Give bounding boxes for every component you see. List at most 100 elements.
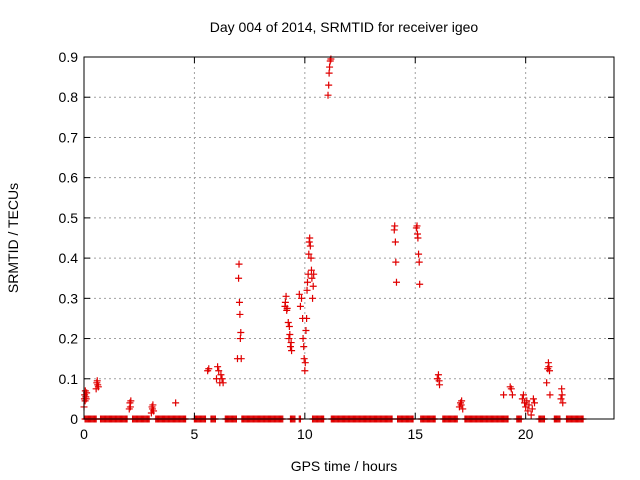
y-tick-label: 0.9	[59, 49, 79, 65]
data-point	[235, 274, 243, 282]
data-point	[310, 270, 318, 278]
data-point	[215, 367, 223, 375]
data-point	[559, 399, 567, 407]
data-point	[546, 367, 554, 375]
data-point	[281, 298, 289, 306]
data-point	[299, 335, 307, 343]
data-point	[282, 292, 290, 300]
grid	[84, 57, 614, 419]
data-point	[306, 234, 314, 242]
data-point	[416, 280, 424, 288]
data-point	[307, 266, 315, 274]
data-point	[300, 343, 308, 351]
data-point	[392, 278, 400, 286]
y-tick-label: 0.7	[59, 129, 79, 145]
data-point	[303, 278, 311, 286]
data-point	[523, 397, 531, 405]
y-tick-label: 0.3	[59, 290, 79, 306]
data-point	[288, 347, 296, 355]
data-point	[507, 385, 515, 393]
data-point	[326, 63, 334, 71]
data-point	[519, 391, 527, 399]
y-tick-label: 0.4	[59, 250, 79, 266]
data-point	[413, 222, 421, 230]
data-point	[127, 397, 135, 405]
data-point	[126, 403, 134, 411]
data-point	[300, 355, 308, 363]
data-point	[558, 385, 566, 393]
data-point	[286, 343, 294, 351]
data-point	[237, 329, 245, 337]
data-point	[284, 318, 292, 326]
data-point	[298, 294, 306, 302]
data-point	[458, 397, 466, 405]
data-point	[214, 363, 222, 371]
y-tick-label: 0.2	[59, 331, 79, 347]
data-point	[527, 411, 535, 419]
data-point	[235, 260, 243, 268]
plot-frame	[83, 56, 615, 420]
data-point	[325, 69, 333, 77]
data-point	[415, 258, 423, 266]
data-point	[558, 391, 566, 399]
data-point	[149, 401, 157, 409]
data-point	[306, 242, 314, 250]
y-tick-label: 0.8	[59, 89, 79, 105]
data-point	[531, 399, 538, 407]
data-points	[80, 55, 587, 423]
data-point	[295, 290, 303, 298]
data-point	[236, 335, 244, 343]
data-point	[309, 282, 317, 290]
data-point	[508, 391, 516, 399]
data-point	[150, 407, 158, 415]
x-tick-label: 5	[191, 426, 199, 442]
data-point	[296, 302, 304, 310]
data-point	[543, 379, 551, 387]
y-axis-label: SRMTID / TECUs	[5, 183, 21, 293]
data-point	[434, 371, 442, 379]
data-point	[285, 322, 293, 330]
data-point	[545, 363, 553, 371]
data-point	[308, 274, 316, 282]
data-point	[392, 258, 400, 266]
data-point	[518, 395, 526, 403]
y-tick-label: 0.6	[59, 170, 79, 186]
data-point	[546, 391, 554, 399]
data-point	[436, 381, 444, 389]
data-point	[219, 379, 227, 387]
data-point	[528, 405, 536, 413]
data-point	[309, 294, 317, 302]
data-point	[301, 367, 309, 375]
data-point	[305, 250, 313, 258]
data-point	[459, 405, 467, 413]
data-point	[302, 327, 310, 335]
axis-ticks: 0 0.1 0.2 0.3 0.4 0.5 0.6 0.7 0.8 0.9 0 5 10 15 20	[59, 49, 614, 442]
data-point	[524, 407, 532, 415]
data-point	[415, 250, 423, 258]
data-point	[94, 383, 102, 391]
x-tick-label: 0	[80, 426, 88, 442]
data-point	[283, 304, 291, 312]
data-point	[205, 365, 213, 373]
data-point	[235, 298, 243, 306]
data-point	[285, 335, 293, 343]
x-tick-label: 15	[407, 426, 423, 442]
data-point	[414, 234, 422, 242]
data-point	[325, 81, 333, 89]
data-point	[236, 310, 244, 318]
data-point	[307, 254, 315, 262]
data-point	[557, 395, 565, 403]
data-point	[529, 395, 537, 403]
data-point	[391, 238, 399, 246]
y-tick-label: 0	[70, 411, 78, 427]
data-point	[391, 222, 399, 230]
data-point	[303, 314, 311, 322]
x-tick-label: 10	[297, 426, 313, 442]
chart-title: Day 004 of 2014, SRMTID for receiver ige…	[210, 19, 479, 35]
data-point	[217, 371, 225, 379]
data-point	[237, 355, 245, 363]
data-point	[287, 339, 295, 347]
data-point	[301, 359, 309, 367]
data-point	[303, 286, 311, 294]
